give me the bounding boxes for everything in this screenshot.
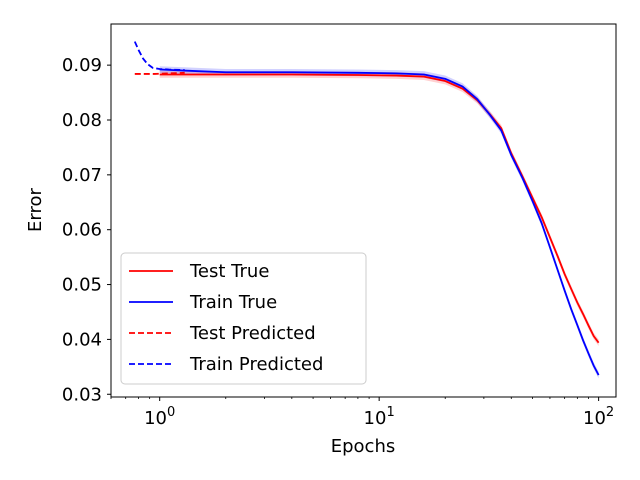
- train-predicted-line: [133, 41, 185, 71]
- x-tick-label: 100: [144, 405, 175, 429]
- legend-box: [120, 252, 367, 385]
- x-tick-label: 102: [583, 405, 614, 429]
- x-tick-label: 101: [364, 405, 395, 429]
- y-tick-label: 0.06: [62, 220, 102, 241]
- y-tick-label: 0.05: [62, 275, 102, 296]
- y-tick-label: 0.03: [62, 384, 102, 405]
- legend-label: Train Predicted: [189, 354, 323, 375]
- test-predicted-line: [134, 71, 185, 75]
- legend-label: Test True: [189, 261, 269, 282]
- y-tick-label: 0.08: [62, 110, 102, 131]
- y-tick-label: 0.07: [62, 165, 102, 186]
- y-axis: 0.03 0.04 0.05 0.06 0.07 0.08 0.09: [62, 55, 111, 405]
- legend-label: Train True: [189, 292, 277, 313]
- train-true-line: [159, 68, 600, 376]
- y-tick-label: 0.09: [62, 55, 102, 76]
- y-tick-label: 0.04: [62, 329, 102, 350]
- series-layer: [133, 41, 600, 376]
- legend-label: Test Predicted: [189, 323, 316, 344]
- y-axis-title: Error: [25, 187, 46, 231]
- plot-frame: [110, 23, 617, 398]
- x-axis-title: Epochs: [331, 436, 396, 457]
- x-axis: 100 101 102: [110, 397, 614, 429]
- legend: Test True Train True Test Predicted Train P…: [120, 252, 367, 385]
